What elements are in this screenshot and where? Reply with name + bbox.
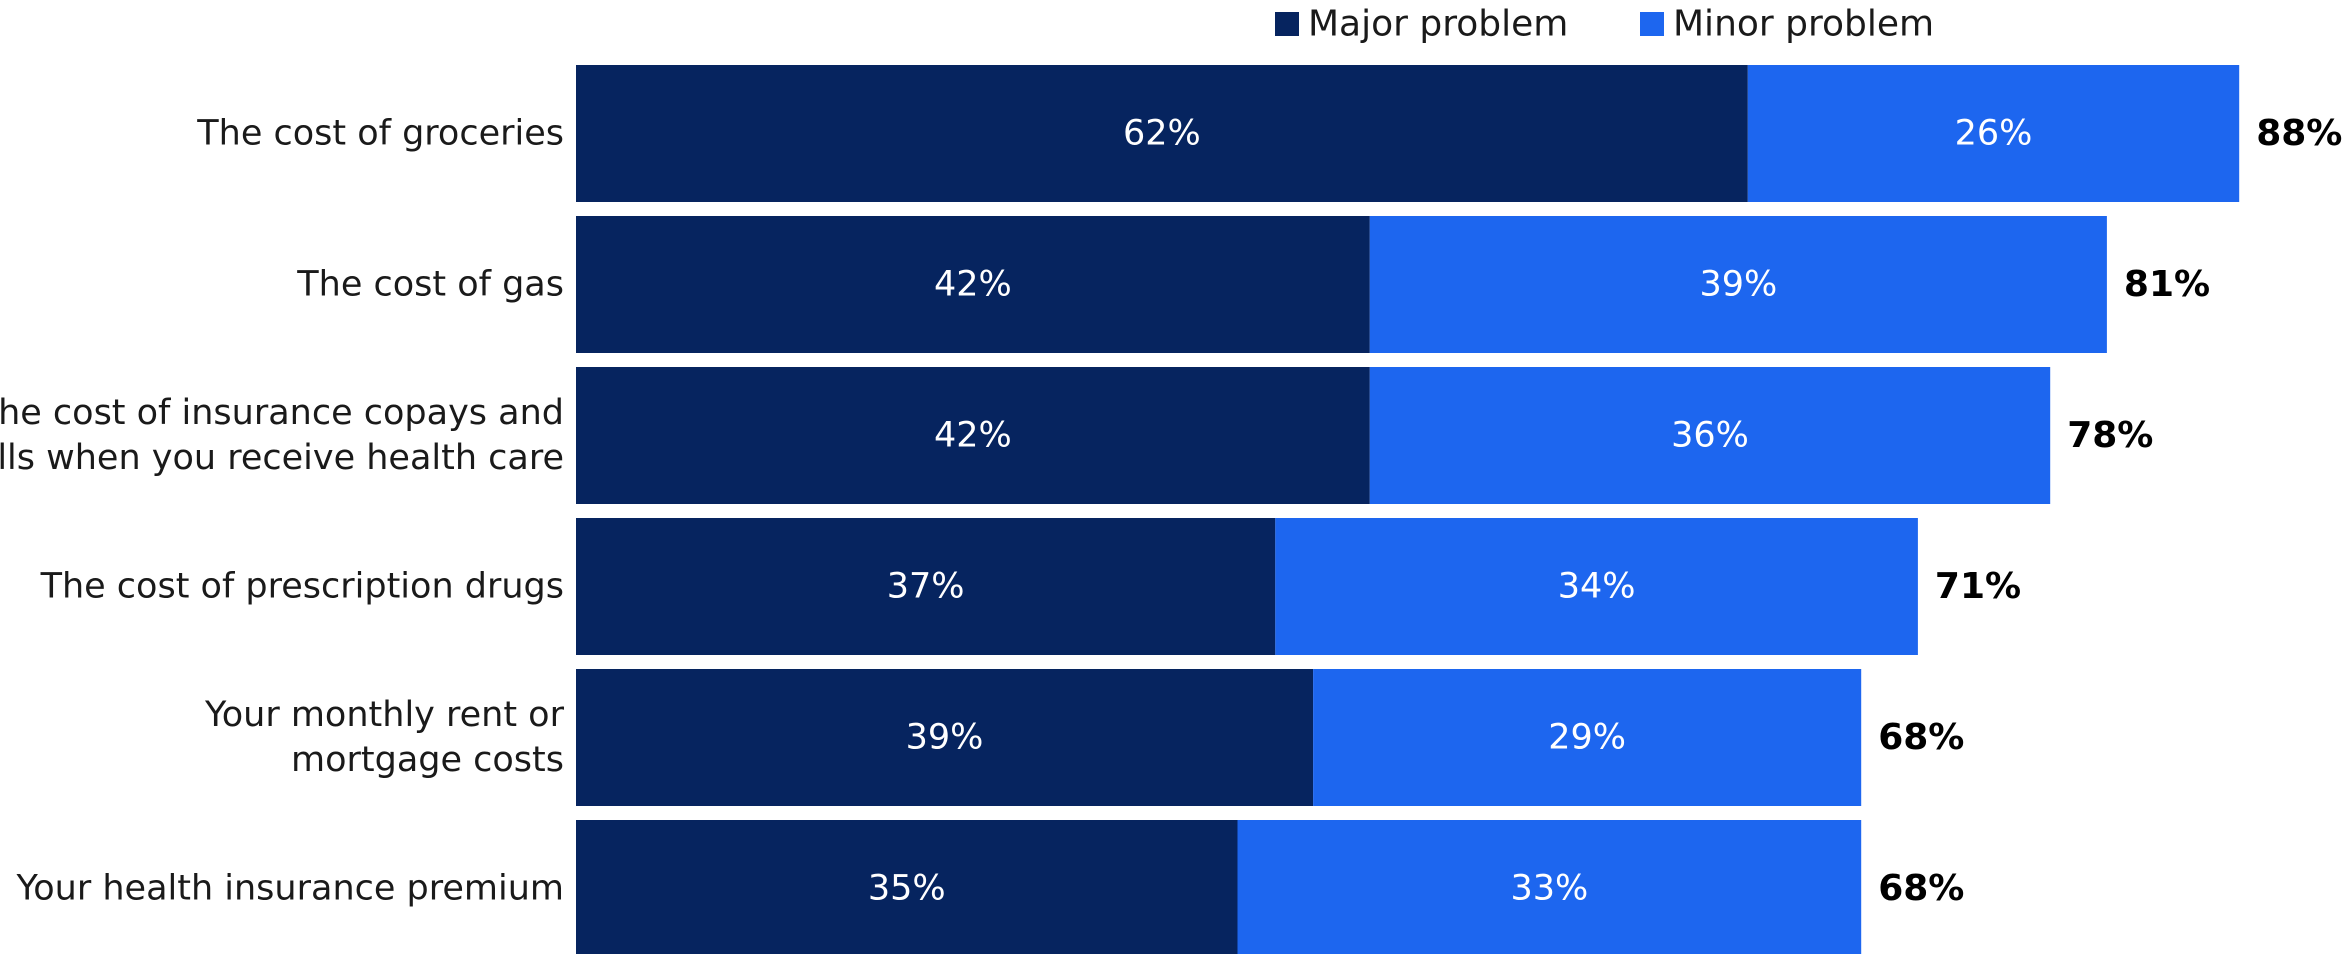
category-label: Your health insurance premium — [16, 869, 564, 909]
category-label-line: The cost of groceries — [196, 114, 564, 154]
total-value-label: 81% — [2124, 264, 2210, 305]
bar-segment-minor — [1275, 518, 1918, 655]
segment-value-label: 42% — [934, 416, 1012, 456]
segment-value-label: 36% — [1671, 416, 1749, 456]
segment-value-label: 62% — [1123, 114, 1201, 154]
segment-value-label: 33% — [1510, 869, 1588, 909]
bar-segment-minor — [1747, 65, 2240, 202]
category-label: The cost of prescription drugs — [40, 567, 564, 607]
total-value-label: 71% — [1935, 566, 2021, 607]
total-value-label: 88% — [2256, 113, 2342, 154]
segment-value-label: 26% — [1955, 114, 2033, 154]
bar-segment-major — [576, 216, 1370, 353]
bars: The cost of groceries 62% 26% 88% The cost o… — [0, 65, 2342, 954]
category-label-line: bills when you receive health care — [0, 438, 564, 478]
category-label-line: The cost of prescription drugs — [40, 567, 564, 607]
legend-swatch — [1275, 12, 1299, 36]
total-value-label: 68% — [1878, 717, 1964, 758]
total-value-label: 78% — [2067, 415, 2153, 456]
bar-segment-minor — [1313, 669, 1862, 806]
total-value-label: 68% — [1878, 868, 1964, 909]
bar-segment-major — [576, 367, 1370, 504]
segment-value-label: 34% — [1558, 567, 1636, 607]
bar-segment-minor — [1237, 820, 1862, 954]
segment-value-label: 42% — [934, 265, 1012, 305]
bar-segment-major — [576, 65, 1748, 202]
category-label: The cost of insurance copays and bills wh… — [0, 393, 564, 478]
category-label-line: The cost of insurance copays and — [0, 393, 564, 433]
category-label-line: The cost of gas — [296, 265, 564, 305]
segment-value-label: 29% — [1548, 718, 1626, 758]
legend: Major problem Minor problem — [1275, 4, 1934, 45]
category-label-line: Your health insurance premium — [16, 869, 564, 909]
segment-value-label: 39% — [906, 718, 984, 758]
category-label: The cost of gas — [296, 265, 564, 305]
category-label-line: Your monthly rent or — [204, 695, 565, 735]
segment-value-label: 35% — [868, 869, 946, 909]
bar-segment-major — [576, 669, 1314, 806]
bar-segment-minor — [1369, 216, 2107, 353]
bar-segment-major — [576, 518, 1276, 655]
category-label-line: mortgage costs — [291, 740, 564, 780]
segment-value-label: 39% — [1699, 265, 1777, 305]
segment-value-label: 37% — [887, 567, 965, 607]
legend-swatch — [1640, 12, 1664, 36]
bar-segment-major — [576, 820, 1238, 954]
legend-label: Minor problem — [1673, 4, 1934, 45]
bar-segment-minor — [1369, 367, 2051, 504]
category-label: Your monthly rent or mortgage costs — [204, 695, 565, 780]
legend-label: Major problem — [1308, 4, 1568, 45]
category-label: The cost of groceries — [196, 114, 564, 154]
